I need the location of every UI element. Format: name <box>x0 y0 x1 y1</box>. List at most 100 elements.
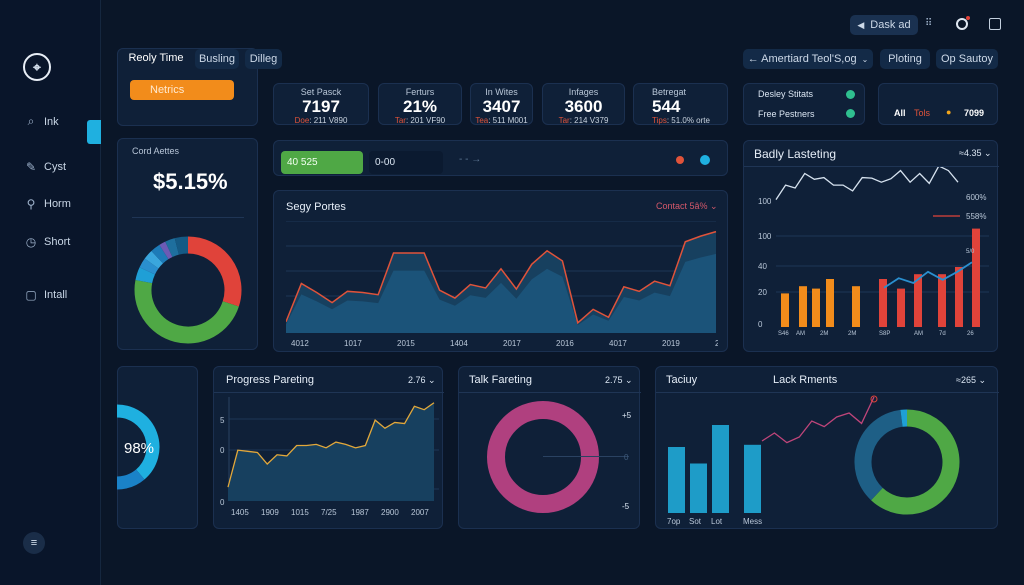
window-icon[interactable] <box>989 18 1001 30</box>
bar <box>972 228 980 327</box>
filter-card: All Tols ● 7099 <box>878 83 998 125</box>
x-tick-label: 7op <box>667 517 681 526</box>
tab-busling[interactable]: Busling <box>195 49 239 69</box>
cost-value: $5.15% <box>153 169 228 194</box>
area-fill-secondary <box>286 253 716 333</box>
metrics-button[interactable]: Netrics <box>130 80 234 100</box>
grid-icon[interactable]: ⠿ <box>925 18 933 29</box>
contact-dropdown[interactable]: Contact 5â% ⌄ <box>656 201 718 211</box>
filter-tols[interactable]: Tols <box>914 108 931 118</box>
bar <box>781 293 789 327</box>
badly-chart: 100 100 40 20 0 600% 558% 5/0 S46 AM 2M 2M S8P AM 7d 26 <box>758 167 989 337</box>
progress-dropdown[interactable]: 2.76 ⌄ <box>408 375 436 385</box>
progress-chart: 5 0 0 1405 1909 1015 7/25 1987 2900 2007 <box>220 397 439 517</box>
x-tick-label: 1015 <box>291 508 309 517</box>
gauge-value: 98% <box>124 440 155 457</box>
x-tick-label: 7d <box>939 331 946 337</box>
status-dot <box>846 90 855 99</box>
bar <box>799 286 807 327</box>
x-tick-label: Sot <box>689 517 702 526</box>
badly-dropdown[interactable]: ≈4.35 ⌄ <box>959 148 992 158</box>
kpi-card: Betregat 544 Tips: 51.0% orte <box>633 83 728 125</box>
x-tick-label: 2900 <box>381 508 399 517</box>
y-tick-label: 0 <box>220 498 225 507</box>
donut-segment <box>854 409 903 501</box>
bar <box>712 425 729 513</box>
area-fill <box>228 402 434 501</box>
series-line <box>761 396 875 444</box>
bar <box>812 288 820 327</box>
donut-segment <box>165 238 180 258</box>
bar <box>879 279 887 327</box>
x-tick-label: 1017 <box>344 339 362 348</box>
donut-segment <box>135 267 156 284</box>
gauge <box>117 404 160 490</box>
peak-label: 5/0 <box>966 249 975 255</box>
pin-icon: ⚲ <box>26 197 36 211</box>
donut-segment <box>144 251 164 269</box>
cyan-toggle-icon[interactable] <box>700 155 710 165</box>
x-tick-label: 1405 <box>231 508 249 517</box>
x-tick-label: S46 <box>778 331 789 337</box>
sidebar-item-cyst[interactable]: ✎ Cyst <box>25 160 66 174</box>
cost-card: Cord Aettes $5.15% <box>117 138 258 350</box>
x-tick-label: 2017 <box>503 339 521 348</box>
legend-label: 558% <box>966 212 986 221</box>
donut-segment <box>871 409 960 515</box>
control-bar: 40 525 0-00 - - → <box>273 140 728 176</box>
kpi-card: Set Pasck 7197 Doe: 211 V890 <box>273 83 369 125</box>
x-tick-label: AM <box>914 331 923 337</box>
x-tick-label: 2M <box>820 331 828 337</box>
red-dot-icon[interactable] <box>676 156 684 164</box>
x-tick-label: 26 <box>967 331 974 337</box>
lack-chart-card: Taciuy Lack Rments ≈265 ⌄ 7op Sot Lot Mess <box>655 366 999 529</box>
bag-icon: ▢ <box>25 288 37 302</box>
tab-realtime[interactable]: Reoly Time <box>128 52 184 64</box>
sidebar-item-short[interactable]: ◷ Short <box>25 235 71 249</box>
green-value-button[interactable]: 40 525 <box>281 151 363 174</box>
bar <box>914 274 922 327</box>
filter-all[interactable]: All <box>894 108 906 118</box>
chevron-down-icon: ⌄ <box>861 54 869 64</box>
op-button[interactable]: Op Sautoy <box>936 49 998 69</box>
donut-segment <box>151 244 169 264</box>
logo-icon: ⌖ <box>23 53 51 81</box>
active-indicator <box>87 120 101 144</box>
white-series-line <box>775 167 959 200</box>
sidebar-item-ink[interactable]: ⌕ Ink <box>24 114 59 129</box>
x-tick-label: 7/25 <box>321 508 337 517</box>
lack-dropdown[interactable]: ≈265 ⌄ <box>956 375 987 385</box>
badly-chart-card: Badly Lasteting ≈4.35 ⌄ 100 100 40 20 0 600% 5… <box>743 140 999 352</box>
sidebar-item-horm[interactable]: ⚲ Horm <box>24 197 71 211</box>
speaker-icon: ◀ <box>857 19 865 30</box>
donut-segment <box>159 241 173 260</box>
x-tick-label: 2010 <box>715 339 718 348</box>
y-tick-label: 100 <box>758 197 772 206</box>
talk-dropdown[interactable]: 2.75 ⌄ <box>605 375 633 385</box>
bar <box>826 279 834 327</box>
pen-icon: ✎ <box>25 160 37 174</box>
bar <box>668 447 685 513</box>
kpi-card: Ferturs 21% Tar: 201 VF90 <box>378 83 462 125</box>
sidebar-item-intall[interactable]: ▢ Intall <box>25 288 68 302</box>
y-tick-label: 100 <box>758 232 772 241</box>
bar <box>938 274 946 327</box>
time-input[interactable]: 0-00 <box>369 151 443 174</box>
x-tick-label: AM <box>796 331 805 337</box>
donut-segment <box>174 236 189 255</box>
plotting-button[interactable]: Ploting <box>880 49 930 69</box>
x-tick-label: 2M <box>848 331 856 337</box>
x-tick-label: S8P <box>879 331 890 337</box>
x-tick-label: 4017 <box>609 339 627 348</box>
notification-icon[interactable] <box>956 16 970 30</box>
menu-button[interactable]: ≡ <box>23 532 45 554</box>
bar <box>690 463 707 513</box>
status-dot <box>846 109 855 118</box>
series-line <box>227 402 435 488</box>
tab-dilleg[interactable]: Dilleg <box>245 49 282 69</box>
search-icon: ⌕ <box>27 114 35 128</box>
series-line <box>286 230 717 325</box>
dashboard-button[interactable]: ◀ Dask ad <box>850 15 918 35</box>
source-dropdown[interactable]: ← Amertiard Teol'S,og ⌄ <box>743 49 873 69</box>
legend-label: 600% <box>966 193 986 202</box>
